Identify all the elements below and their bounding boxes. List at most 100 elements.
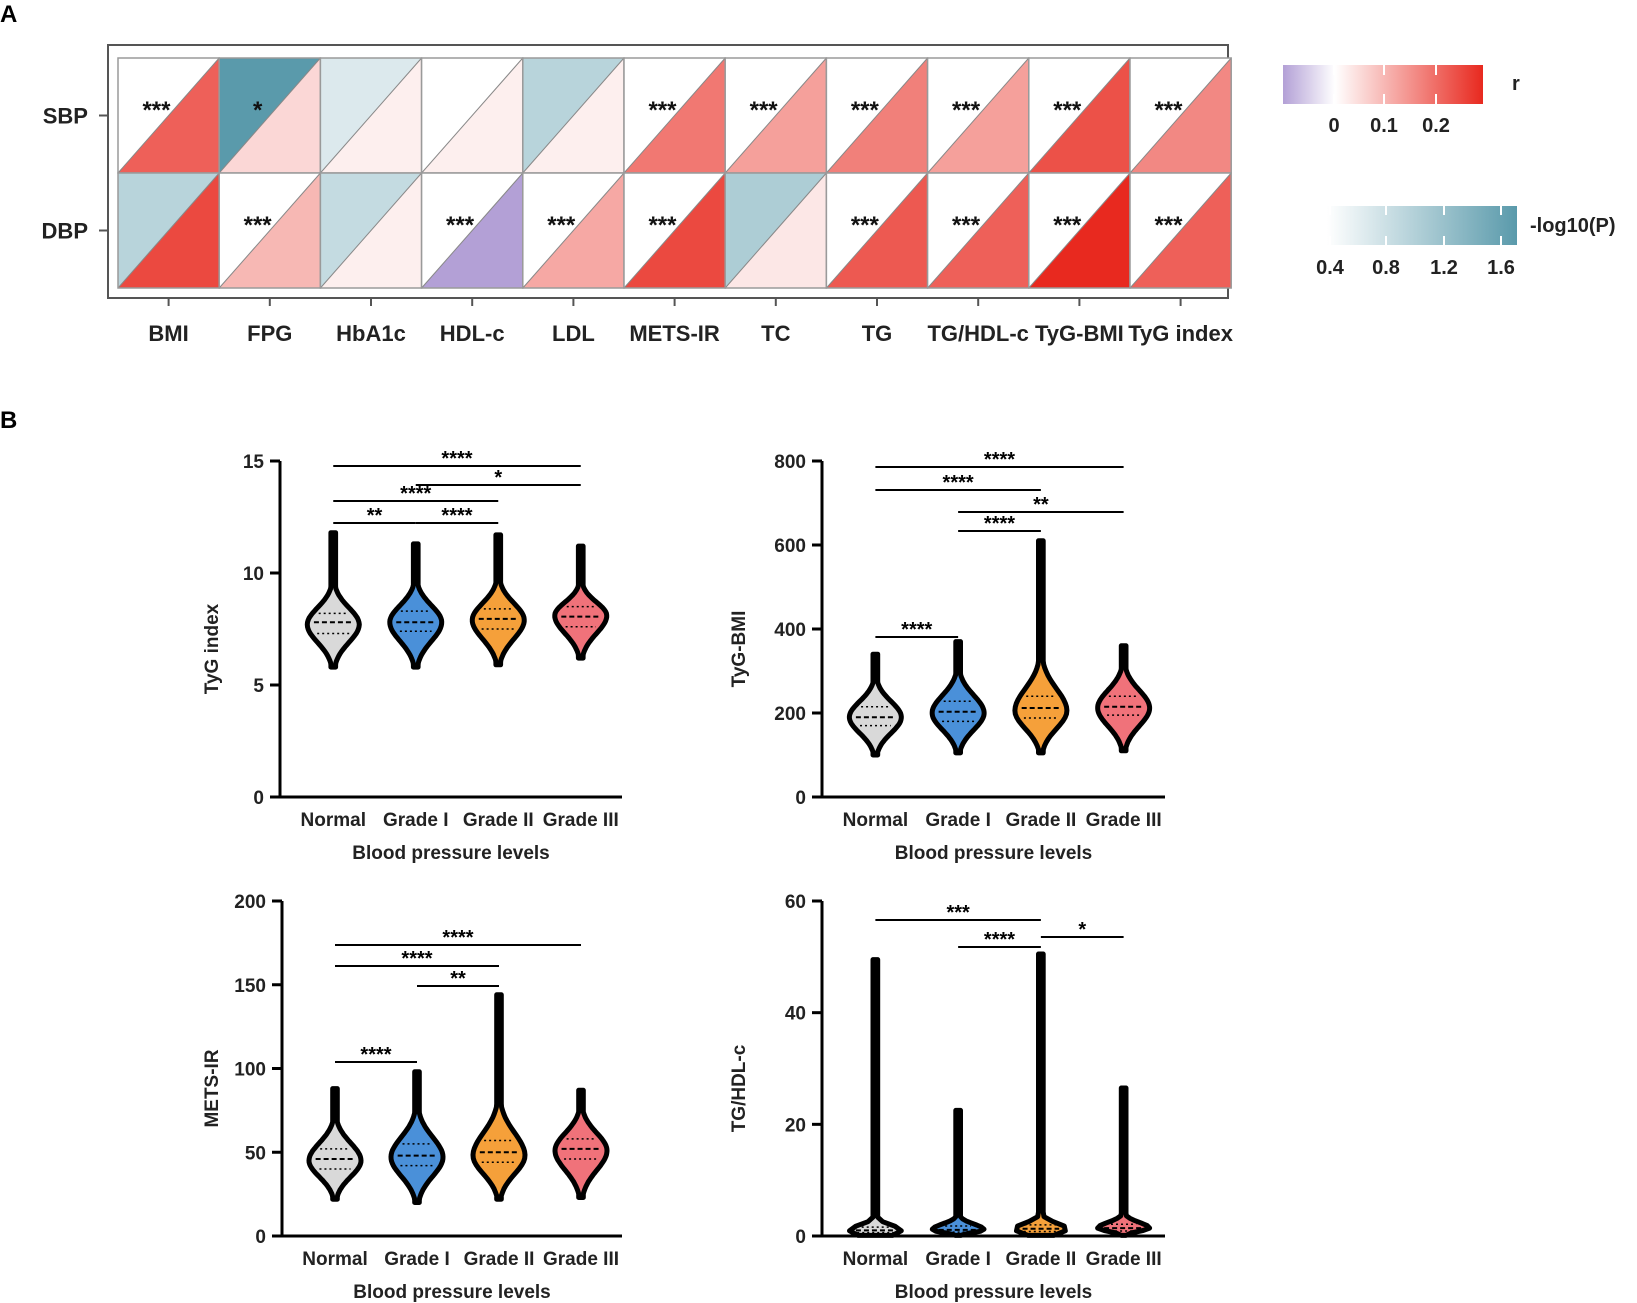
- legend-r: r 0 0.1 0.2: [1283, 65, 1520, 137]
- violin-grade-ii: [1012, 538, 1070, 756]
- y-axis-label: TyG index: [202, 603, 223, 694]
- x-axis-label: Blood pressure levels: [352, 843, 549, 864]
- x-tick-label: Grade II: [464, 1249, 535, 1270]
- cell-sig: ***: [244, 212, 273, 239]
- legend-p: -log10(P) 0.4 0.8 1.2 1.6: [1316, 206, 1616, 279]
- panel-label-b: B: [0, 407, 17, 434]
- cell-diagonal: [117, 172, 220, 289]
- cell-sig: ***: [142, 97, 171, 124]
- y-tick-label: 10: [243, 564, 264, 585]
- cell-sig: ***: [851, 212, 880, 239]
- violin-grade-i: [929, 1107, 987, 1238]
- x-tick-label: Grade II: [1006, 810, 1077, 831]
- legend-p-gradient: [1327, 206, 1517, 245]
- y-tick-label: 200: [234, 892, 266, 913]
- violin-grade-i: [929, 639, 987, 756]
- cell-sig: ***: [648, 212, 677, 239]
- significance-label: ****: [401, 948, 432, 970]
- cell-diagonal: [826, 172, 928, 289]
- significance-label: ****: [984, 929, 1015, 951]
- violin-normal: [306, 1086, 364, 1202]
- violin-grade-iii: [552, 1087, 610, 1200]
- cell-diagonal: [522, 172, 625, 289]
- cell-diagonal: [117, 57, 220, 174]
- cell-diagonal: [1129, 172, 1232, 289]
- legend-p-tick-label: 0.8: [1372, 257, 1400, 279]
- x-tick-label: Grade III: [543, 810, 619, 831]
- y-tick-label: 800: [774, 452, 806, 473]
- col-label: METS-IR: [629, 321, 720, 346]
- x-tick-label: Normal: [301, 810, 366, 831]
- legend-p-tick-label: 0.4: [1316, 257, 1345, 279]
- x-tick-label: Grade II: [1006, 1249, 1077, 1270]
- x-tick-label: Normal: [843, 810, 908, 831]
- violin-grade-i: [387, 541, 445, 670]
- significance-label: **: [367, 505, 383, 527]
- violin-grade-iii: [1095, 1085, 1153, 1238]
- cell-sig: ***: [547, 212, 576, 239]
- cell-sig: *: [253, 97, 263, 124]
- cell-diagonal: [421, 57, 524, 174]
- cell-diagonal: [927, 172, 1030, 289]
- col-label: TyG-BMI: [1035, 321, 1124, 346]
- cell-diagonal: [724, 57, 827, 174]
- col-label: FPG: [247, 321, 292, 346]
- y-tick-label: 600: [774, 536, 806, 557]
- col-label: LDL: [552, 321, 595, 346]
- y-tick-label: 0: [253, 788, 264, 809]
- x-tick-label: Grade I: [383, 810, 448, 831]
- cell-diagonal: [623, 172, 726, 289]
- x-tick-label: Grade I: [925, 1249, 990, 1270]
- cell-sig: ***: [446, 212, 475, 239]
- significance-label: ****: [360, 1044, 391, 1066]
- correlation-heatmap: SBP *** * *** *** *** *** *** ***DBP *** *** *** ***…: [42, 44, 1234, 346]
- violin-panel-3: 0 50 100 150 200 METS-IR Blood pressure levels…: [202, 892, 622, 1303]
- col-label: BMI: [148, 321, 188, 346]
- legend-p-label: -log10(P): [1530, 215, 1616, 237]
- y-tick-label: 5: [253, 676, 264, 697]
- y-tick-label: 100: [234, 1060, 266, 1081]
- x-tick-label: Normal: [843, 1249, 908, 1270]
- significance-label: ****: [442, 927, 473, 949]
- cell-diagonal: [421, 172, 524, 289]
- row-label-sbp: SBP: [43, 104, 88, 129]
- y-tick-label: 40: [785, 1004, 806, 1025]
- cell-diagonal: [724, 172, 827, 289]
- y-tick-label: 400: [774, 620, 806, 641]
- x-tick-label: Normal: [302, 1249, 367, 1270]
- legend-r-tick-label: 0.2: [1422, 115, 1450, 137]
- col-label: HbA1c: [336, 321, 406, 346]
- cell-diagonal: [927, 57, 1030, 174]
- violin-normal: [847, 957, 904, 1238]
- cell-sig: ***: [1154, 212, 1183, 239]
- col-label: TC: [761, 321, 790, 346]
- y-tick-label: 200: [774, 704, 806, 725]
- cell-sig: ***: [851, 97, 880, 124]
- col-label: TyG index: [1128, 321, 1233, 346]
- x-tick-label: Grade III: [543, 1249, 619, 1270]
- y-tick-label: 50: [245, 1143, 266, 1164]
- significance-label: ***: [946, 902, 970, 924]
- x-axis-label: Blood pressure levels: [353, 1282, 550, 1303]
- y-tick-label: 20: [785, 1115, 806, 1136]
- violin-grade-i: [388, 1069, 446, 1205]
- col-label: TG: [862, 321, 893, 346]
- y-tick-label: 0: [255, 1227, 266, 1248]
- y-axis-label: METS-IR: [202, 1049, 223, 1127]
- cell-sig: ***: [1053, 212, 1082, 239]
- row-label-dbp: DBP: [42, 219, 88, 244]
- legend-r-tick-label: 0: [1328, 115, 1339, 137]
- y-tick-label: 150: [234, 976, 266, 997]
- significance-label: ****: [400, 483, 431, 505]
- y-tick-label: 60: [785, 892, 806, 913]
- violin-grade-ii: [1014, 951, 1068, 1238]
- significance-label: **: [1033, 494, 1049, 516]
- significance-label: *: [494, 467, 502, 489]
- violin-grade-ii: [470, 992, 528, 1202]
- cell-sig: ***: [952, 97, 981, 124]
- x-tick-label: Grade III: [1086, 1249, 1162, 1270]
- violin-grade-iii: [552, 543, 610, 661]
- legend-p-tick-label: 1.2: [1430, 257, 1458, 279]
- significance-label: ****: [943, 472, 974, 494]
- violin-grade-ii: [469, 532, 527, 668]
